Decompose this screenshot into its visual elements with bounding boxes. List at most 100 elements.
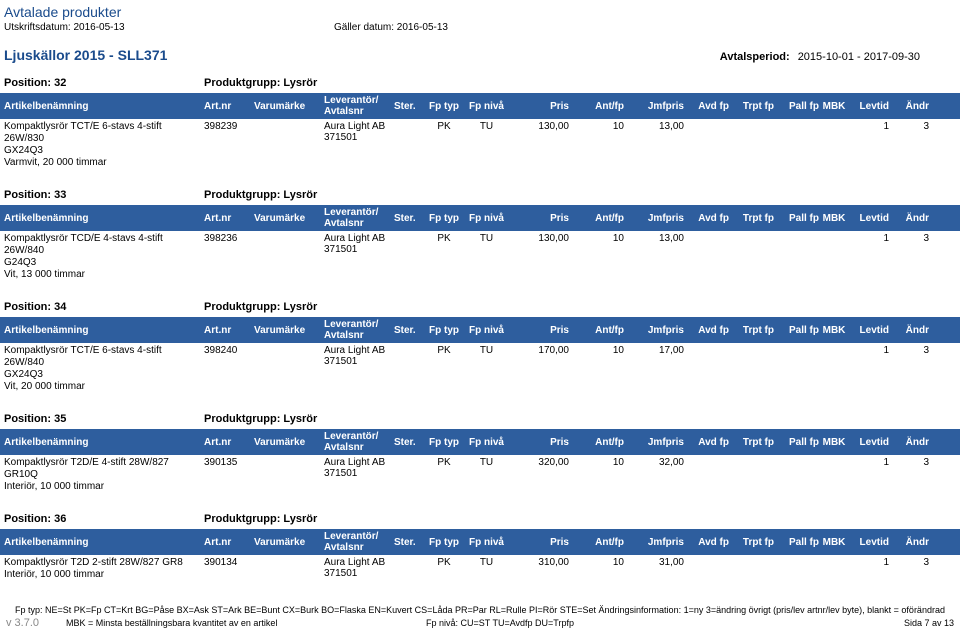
cell-pris: 130,00 xyxy=(509,233,569,244)
footer-legend: Fp typ: NE=St PK=Fp CT=Krt BG=Påse BX=As… xyxy=(6,605,954,615)
cell-antfp: 10 xyxy=(569,557,624,568)
table-header: Artikelbenämning Art.nr Varumärke Levera… xyxy=(0,93,960,119)
footer-mbk: MBK = Minsta beställningsbara kvantitet … xyxy=(66,618,426,628)
col-lev: Leverantör/Avtalsnr xyxy=(324,207,394,229)
col-lev: Leverantör/Avtalsnr xyxy=(324,531,394,553)
cell-andr: 3 xyxy=(889,557,929,568)
product-group: Produktgrupp: Lysrör xyxy=(204,301,317,313)
col-pris: Pris xyxy=(509,101,569,112)
position-label: Position: 32 xyxy=(4,77,204,89)
cell-name: Kompaktlysrör TCT/E 6-stavs 4-stift 26W/… xyxy=(4,121,204,169)
col-levtid: Levtid xyxy=(849,101,889,112)
position-row: Position: 36 Produktgrupp: Lysrör xyxy=(0,507,960,529)
col-ster: Ster. xyxy=(394,213,424,224)
cell-fpniva: TU xyxy=(464,233,509,244)
cell-andr: 3 xyxy=(889,121,929,132)
col-varum: Varumärke xyxy=(254,101,324,112)
cell-pris: 310,00 xyxy=(509,557,569,568)
col-name: Artikelbenämning xyxy=(4,213,204,224)
cell-fptyp: PK xyxy=(424,345,464,356)
position-row: Position: 34 Produktgrupp: Lysrör xyxy=(0,295,960,317)
col-varum: Varumärke xyxy=(254,213,324,224)
col-fptyp: Fp typ xyxy=(424,325,464,336)
cell-name: Kompaktlysrör TCT/E 6-stavs 4-stift 26W/… xyxy=(4,345,204,393)
cell-antfp: 10 xyxy=(569,345,624,356)
cell-lev: Aura Light AB371501 xyxy=(324,457,394,479)
cell-jmfpris: 32,00 xyxy=(624,457,684,468)
col-fpniva: Fp nivå xyxy=(464,213,509,224)
table-row: Kompaktlysrör TCD/E 4-stavs 4-stift 26W/… xyxy=(0,231,960,295)
cell-fpniva: TU xyxy=(464,457,509,468)
col-name: Artikelbenämning xyxy=(4,101,204,112)
col-fpniva: Fp nivå xyxy=(464,101,509,112)
col-ster: Ster. xyxy=(394,437,424,448)
col-pris: Pris xyxy=(509,325,569,336)
position-label: Position: 33 xyxy=(4,189,204,201)
col-andr: Ändr xyxy=(889,213,929,224)
position-row: Position: 35 Produktgrupp: Lysrör xyxy=(0,407,960,429)
col-artnr: Art.nr xyxy=(204,537,254,548)
col-trptfp: Trpt fp xyxy=(729,437,774,448)
print-date: Utskriftsdatum: 2016-05-13 xyxy=(4,22,334,33)
col-lev: Leverantör/Avtalsnr xyxy=(324,431,394,453)
col-fptyp: Fp typ xyxy=(424,537,464,548)
dates-row: Utskriftsdatum: 2016-05-13 Gäller datum:… xyxy=(0,22,960,39)
col-avdfp: Avd fp xyxy=(684,101,729,112)
col-ster: Ster. xyxy=(394,101,424,112)
col-levtid: Levtid xyxy=(849,325,889,336)
cell-pris: 130,00 xyxy=(509,121,569,132)
table-row: Kompaktlysrör T2D/E 4-stift 28W/827 GR10… xyxy=(0,455,960,507)
table-row: Kompaktlysrör TCT/E 6-stavs 4-stift 26W/… xyxy=(0,119,960,183)
col-jmfpris: Jmfpris xyxy=(624,537,684,548)
col-andr: Ändr xyxy=(889,101,929,112)
col-pris: Pris xyxy=(509,437,569,448)
col-varum: Varumärke xyxy=(254,537,324,548)
col-lev: Leverantör/Avtalsnr xyxy=(324,95,394,117)
col-mbk: MBK xyxy=(819,325,849,336)
page-footer: Fp typ: NE=St PK=Fp CT=Krt BG=Påse BX=As… xyxy=(0,603,960,631)
col-pallfp: Pall fp xyxy=(774,213,819,224)
period-value: 2015-10-01 - 2017-09-30 xyxy=(798,51,960,63)
cell-levtid: 1 xyxy=(849,345,889,356)
col-mbk: MBK xyxy=(819,213,849,224)
col-andr: Ändr xyxy=(889,437,929,448)
cell-fptyp: PK xyxy=(424,121,464,132)
footer-version: v 3.7.0 xyxy=(6,617,66,629)
cell-fpniva: TU xyxy=(464,121,509,132)
position-label: Position: 34 xyxy=(4,301,204,313)
col-antfp: Ant/fp xyxy=(569,101,624,112)
valid-date: Gäller datum: 2016-05-13 xyxy=(334,22,634,33)
table-header: Artikelbenämning Art.nr Varumärke Levera… xyxy=(0,429,960,455)
cell-name: Kompaktlysrör T2D/E 4-stift 28W/827 GR10… xyxy=(4,457,204,493)
product-group: Produktgrupp: Lysrör xyxy=(204,77,317,89)
col-varum: Varumärke xyxy=(254,437,324,448)
section-title: Ljuskällor 2015 - SLL371 xyxy=(0,39,171,71)
footer-fpniva: Fp nivå: CU=ST TU=Avdfp DU=Trpfp xyxy=(426,618,854,628)
cell-jmfpris: 31,00 xyxy=(624,557,684,568)
col-mbk: MBK xyxy=(819,101,849,112)
col-pallfp: Pall fp xyxy=(774,537,819,548)
product-group: Produktgrupp: Lysrör xyxy=(204,413,317,425)
col-trptfp: Trpt fp xyxy=(729,325,774,336)
col-name: Artikelbenämning xyxy=(4,537,204,548)
table-header: Artikelbenämning Art.nr Varumärke Levera… xyxy=(0,205,960,231)
col-mbk: MBK xyxy=(819,537,849,548)
col-trptfp: Trpt fp xyxy=(729,537,774,548)
cell-andr: 3 xyxy=(889,345,929,356)
col-levtid: Levtid xyxy=(849,537,889,548)
cell-name: Kompaktlysrör T2D 2-stift 28W/827 GR8Int… xyxy=(4,557,204,581)
cell-fptyp: PK xyxy=(424,457,464,468)
cell-lev: Aura Light AB371501 xyxy=(324,121,394,143)
col-mbk: MBK xyxy=(819,437,849,448)
cell-levtid: 1 xyxy=(849,457,889,468)
col-pallfp: Pall fp xyxy=(774,101,819,112)
col-trptfp: Trpt fp xyxy=(729,101,774,112)
cell-pris: 170,00 xyxy=(509,345,569,356)
col-lev: Leverantör/Avtalsnr xyxy=(324,319,394,341)
col-antfp: Ant/fp xyxy=(569,213,624,224)
cell-antfp: 10 xyxy=(569,457,624,468)
table-header: Artikelbenämning Art.nr Varumärke Levera… xyxy=(0,529,960,555)
cell-jmfpris: 13,00 xyxy=(624,233,684,244)
cell-pris: 320,00 xyxy=(509,457,569,468)
col-fptyp: Fp typ xyxy=(424,101,464,112)
